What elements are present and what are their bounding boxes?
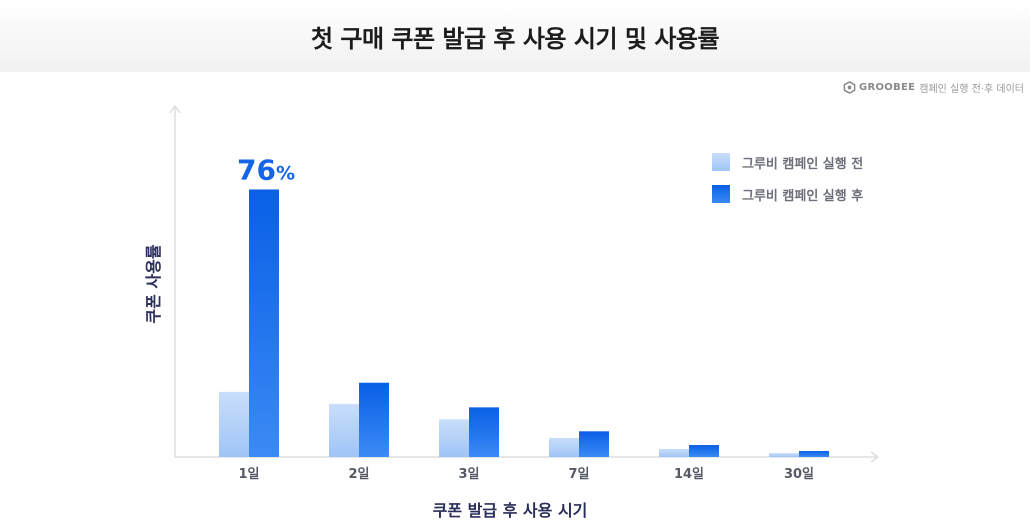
data-label-0: 76% [237,153,295,186]
bar-after-3 [579,431,609,457]
bar-after-1 [359,382,389,457]
bar-before-5 [769,453,799,457]
bar-before-0 [219,391,249,457]
bar-after-0 [249,189,279,458]
legend-item-before: 그루비 캠페인 실행 전 [712,152,863,172]
data-label-unit: % [276,162,295,184]
x-axis-label: 쿠폰 발급 후 사용 시기 [432,501,588,520]
y-axis-label: 쿠폰 사용률 [144,244,163,324]
brand-name: GROOBEE [858,82,916,93]
legend-label-after: 그루비 캠페인 실행 후 [742,188,864,204]
bar-after-4 [689,445,719,457]
bar-before-4 [659,448,689,457]
bar-before-3 [549,437,579,457]
x-axis-arrow [870,451,880,463]
legend-item-after: 그루비 캠페인 실행 후 [712,184,863,204]
hexagon-logo-icon [843,81,856,94]
title-banner: 첫 구매 쿠폰 발급 후 사용 시기 및 사용률 [0,0,1030,72]
chart-title: 첫 구매 쿠폰 발급 후 사용 시기 및 사용률 [310,24,720,53]
legend-swatch-before [712,153,730,171]
legend-label-before: 그루비 캠페인 실행 전 [742,156,864,172]
bar-before-2 [439,419,469,457]
bar-after-5 [799,451,829,457]
legend-swatch-after [712,185,730,203]
y-axis-arrow [169,104,181,114]
legend: 그루비 캠페인 실행 전 그루비 캠페인 실행 후 [712,152,863,216]
data-label-value: 76 [237,153,276,186]
bar-after-2 [469,407,499,457]
source-note: 캠페인 실행 전·후 데이터 [919,84,1024,95]
x-tick-label-4: 14일 [674,467,704,482]
x-tick-label-5: 30일 [784,467,814,482]
bar-before-1 [329,403,359,457]
x-tick-label-3: 7일 [568,467,589,482]
x-tick-label-1: 2일 [348,467,369,482]
x-tick-label-2: 3일 [458,467,479,482]
x-tick-label-0: 1일 [238,467,259,482]
source-credit: GROOBEE 캠페인 실행 전·후 데이터 [843,80,1024,95]
